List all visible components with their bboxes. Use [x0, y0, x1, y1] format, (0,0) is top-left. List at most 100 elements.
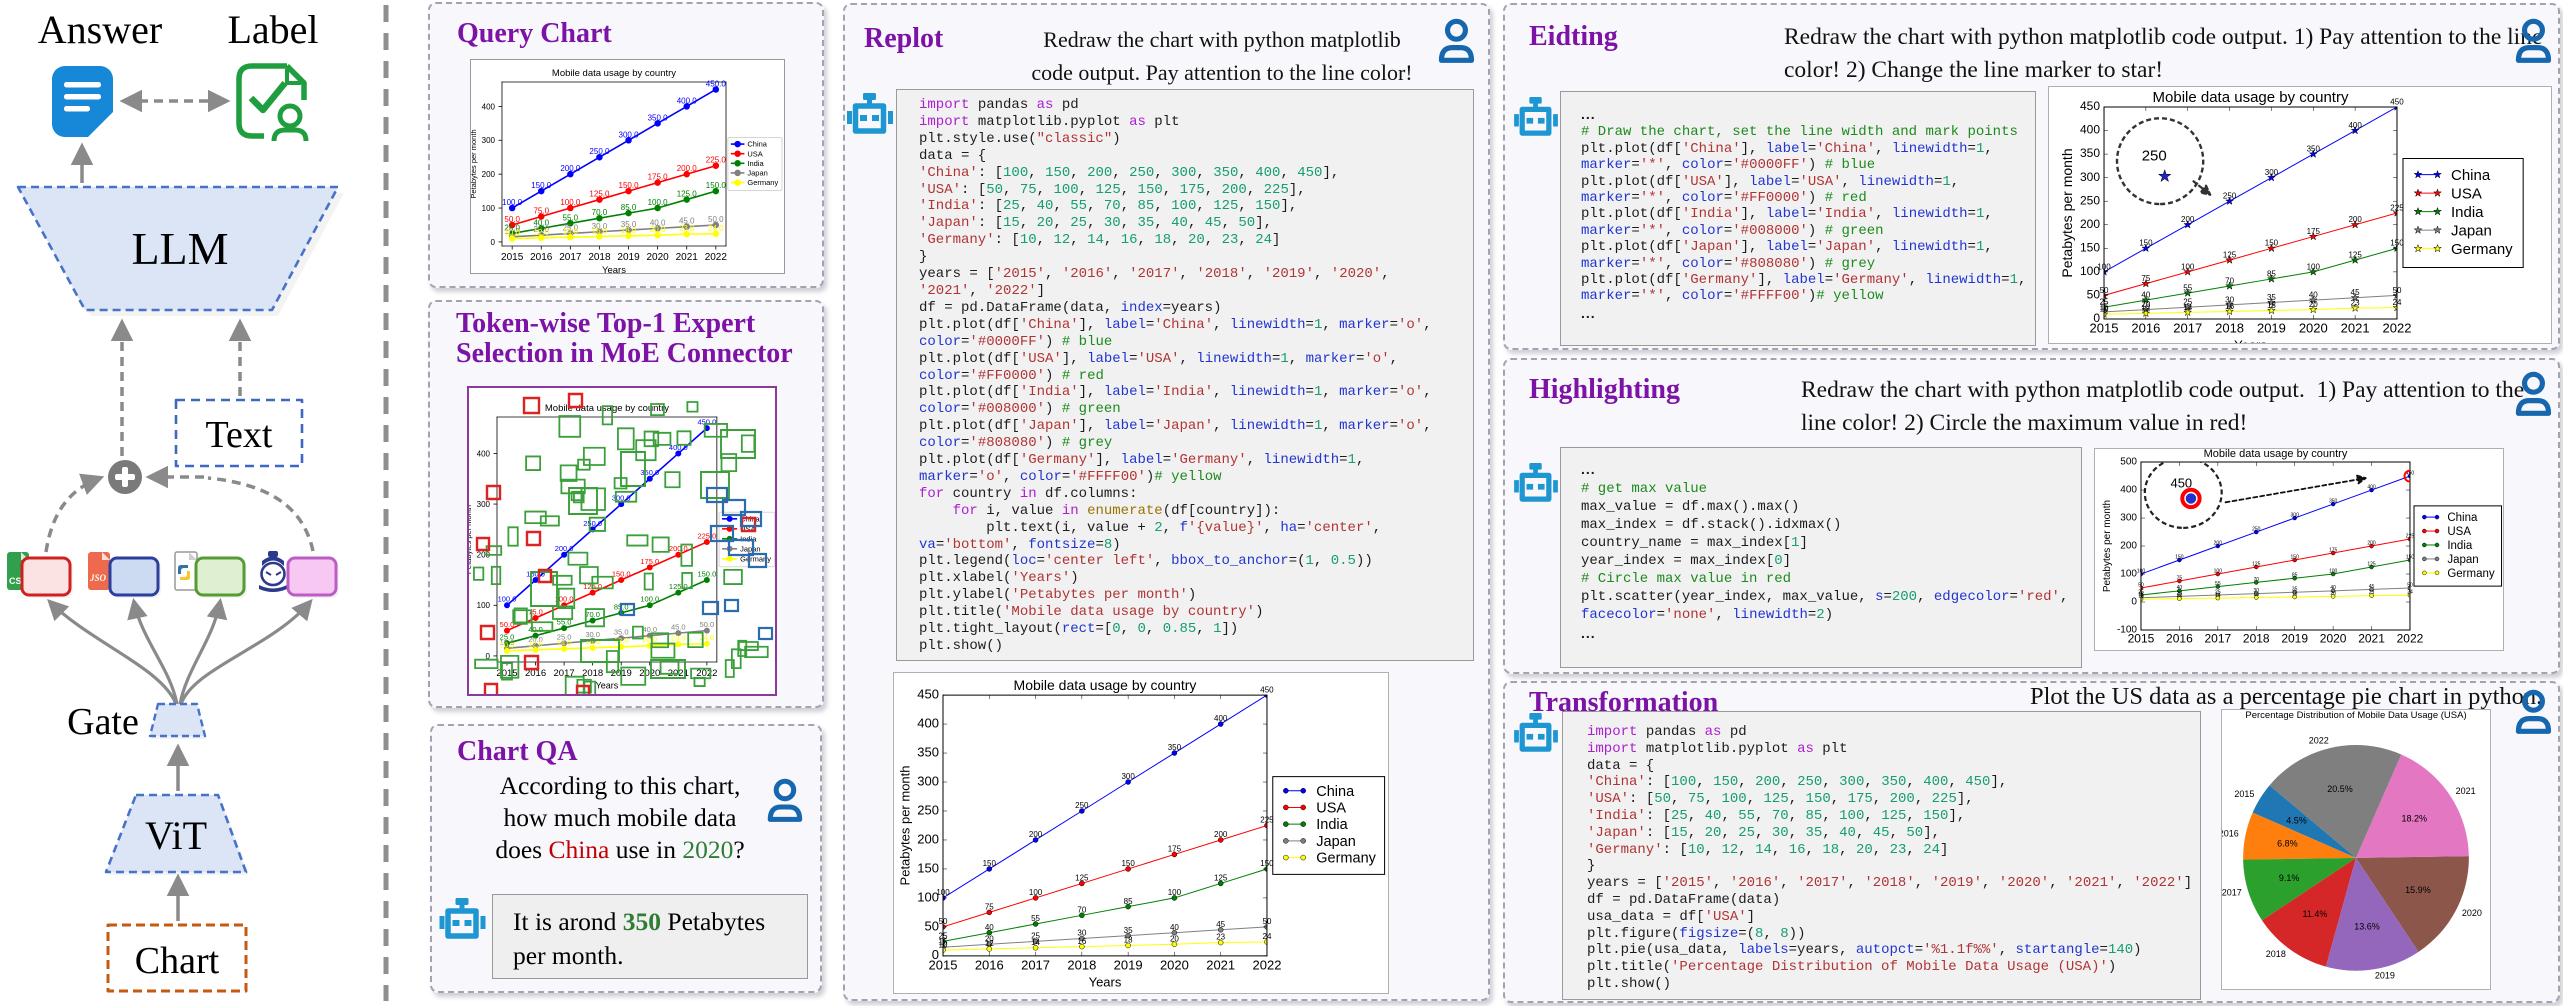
svg-text:10.0: 10.0 [504, 229, 520, 238]
svg-text:2018: 2018 [582, 668, 603, 679]
svg-text:Germany: Germany [2447, 568, 2495, 580]
svg-text:Years: Years [2263, 649, 2288, 650]
svg-text:India: India [2447, 540, 2473, 552]
svg-text:50.0: 50.0 [504, 215, 520, 224]
svg-text:2022: 2022 [1253, 957, 1282, 972]
svg-text:Germany: Germany [747, 178, 778, 187]
svg-text:150.0: 150.0 [526, 569, 545, 578]
svg-text:13.6%: 13.6% [2354, 921, 2380, 931]
svg-text:2020: 2020 [639, 668, 660, 679]
svg-text:55: 55 [2215, 581, 2221, 587]
svg-text:16.0: 16.0 [592, 226, 608, 235]
svg-text:300: 300 [2291, 512, 2300, 518]
svg-text:100: 100 [1029, 888, 1043, 897]
svg-text:23: 23 [1216, 933, 1225, 942]
svg-text:150: 150 [917, 860, 939, 875]
svg-text:150.0: 150.0 [531, 181, 552, 190]
svg-text:2017: 2017 [2173, 320, 2202, 335]
svg-text:175: 175 [1168, 845, 1182, 854]
svg-text:400: 400 [2120, 485, 2137, 496]
svg-text:Text: Text [206, 414, 273, 456]
svg-text:18.0: 18.0 [614, 636, 629, 645]
svg-text:25: 25 [939, 932, 948, 941]
svg-text:125.0: 125.0 [677, 190, 698, 199]
svg-text:400: 400 [2348, 121, 2362, 130]
svg-text:2018: 2018 [2243, 632, 2270, 646]
svg-text:100: 100 [482, 204, 496, 213]
svg-text:225: 225 [2406, 533, 2415, 539]
svg-text:23: 23 [2369, 590, 2375, 596]
svg-text:12: 12 [2177, 593, 2183, 599]
svg-text:25: 25 [2138, 589, 2144, 595]
svg-text:225: 225 [1260, 816, 1274, 825]
svg-text:150.0: 150.0 [612, 569, 631, 578]
svg-text:250.0: 250.0 [583, 519, 602, 528]
svg-text:30: 30 [1077, 929, 1086, 938]
svg-text:Petabytes per month: Petabytes per month [2059, 148, 2075, 277]
svg-text:150: 150 [983, 859, 997, 868]
svg-text:China: China [2447, 512, 2478, 524]
svg-text:200.0: 200.0 [669, 544, 688, 553]
svg-text:50.0: 50.0 [700, 620, 715, 629]
svg-text:350.0: 350.0 [648, 113, 669, 122]
svg-text:40.0: 40.0 [642, 625, 657, 634]
svg-text:18: 18 [2292, 591, 2298, 597]
svg-text:40: 40 [2177, 585, 2183, 591]
svg-text:2021: 2021 [2341, 320, 2370, 335]
svg-text:150: 150 [2265, 239, 2279, 248]
svg-text:40: 40 [2330, 585, 2336, 591]
svg-text:4.5%: 4.5% [2286, 815, 2307, 825]
svg-text:20.0: 20.0 [650, 225, 666, 234]
svg-text:200: 200 [1214, 830, 1228, 839]
svg-text:12: 12 [2141, 304, 2150, 313]
svg-text:40: 40 [2309, 291, 2318, 300]
svg-text:350: 350 [2307, 145, 2321, 154]
svg-text:2016: 2016 [2131, 320, 2160, 335]
svg-text:USA: USA [2451, 185, 2482, 202]
svg-text:2015: 2015 [2090, 320, 2119, 335]
svg-text:10.0: 10.0 [500, 640, 515, 649]
svg-text:55.0: 55.0 [557, 618, 572, 627]
svg-text:23.0: 23.0 [671, 634, 686, 643]
svg-text:50: 50 [1263, 917, 1272, 926]
svg-text:14: 14 [2183, 303, 2192, 312]
svg-text:25: 25 [2100, 298, 2109, 307]
svg-text:2018: 2018 [588, 252, 611, 263]
svg-text:20.0: 20.0 [642, 635, 657, 644]
svg-text:11.4%: 11.4% [2303, 909, 2328, 919]
svg-text:Years: Years [1089, 974, 1122, 989]
svg-text:225.0: 225.0 [706, 156, 727, 165]
svg-text:100.0: 100.0 [640, 595, 659, 604]
svg-text:450: 450 [2406, 470, 2415, 476]
svg-text:50: 50 [2087, 288, 2101, 302]
svg-text:125: 125 [2367, 561, 2376, 567]
svg-text:2021: 2021 [2358, 632, 2385, 646]
svg-text:2020: 2020 [647, 252, 670, 263]
svg-text:40.0: 40.0 [528, 625, 543, 634]
svg-text:50: 50 [2138, 582, 2144, 588]
svg-text:30.0: 30.0 [592, 222, 608, 231]
svg-text:24.0: 24.0 [708, 224, 724, 233]
svg-text:100.0: 100.0 [648, 198, 669, 207]
svg-text:Germany: Germany [2451, 241, 2513, 258]
svg-text:20: 20 [2141, 300, 2150, 309]
svg-text:100: 100 [1168, 888, 1182, 897]
svg-text:50: 50 [2393, 286, 2402, 295]
svg-text:400: 400 [2367, 484, 2376, 490]
svg-text:2020: 2020 [2299, 320, 2328, 335]
svg-text:50: 50 [2407, 582, 2413, 588]
svg-text:Answer: Answer [38, 7, 162, 52]
svg-text:16: 16 [2253, 592, 2259, 598]
svg-text:24: 24 [1263, 932, 1272, 941]
svg-text:200.0: 200.0 [677, 164, 698, 173]
svg-text:Chart: Chart [135, 940, 220, 982]
svg-text:150.0: 150.0 [697, 569, 716, 578]
svg-text:2022: 2022 [2309, 736, 2329, 746]
svg-text:2021: 2021 [676, 252, 699, 263]
svg-text:300: 300 [2080, 170, 2100, 184]
svg-text:100: 100 [2181, 262, 2195, 271]
svg-text:2017: 2017 [1021, 957, 1050, 972]
svg-text:25: 25 [2215, 589, 2221, 595]
svg-text:2016: 2016 [530, 252, 553, 263]
svg-text:18.0: 18.0 [621, 226, 637, 235]
